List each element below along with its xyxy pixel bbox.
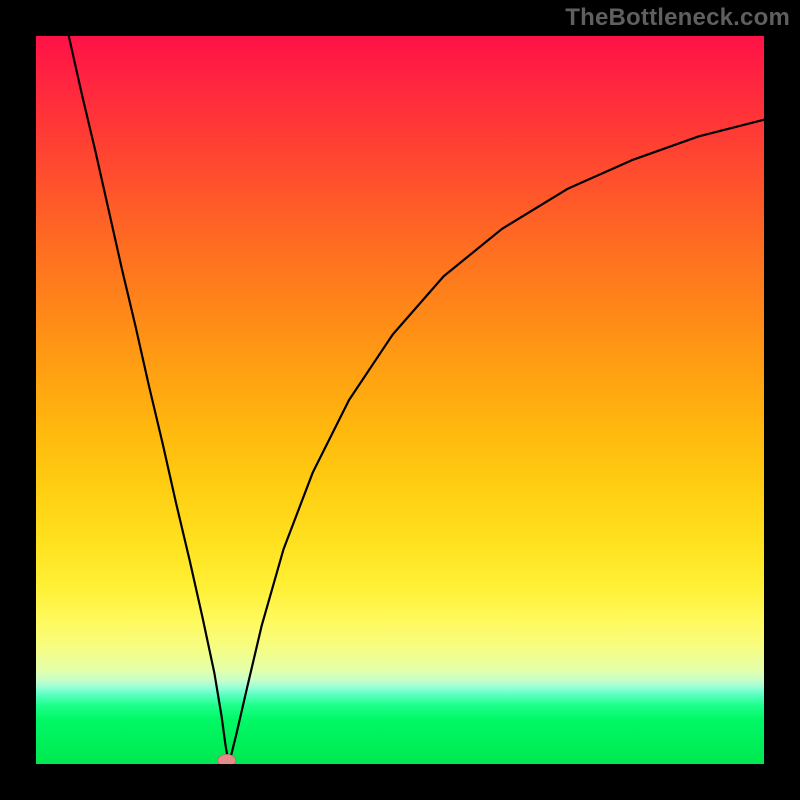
- watermark-text: TheBottleneck.com: [565, 4, 790, 32]
- gradient-background: [36, 36, 764, 764]
- bottleneck-chart: [0, 0, 800, 800]
- chart-container: TheBottleneck.com: [0, 0, 800, 800]
